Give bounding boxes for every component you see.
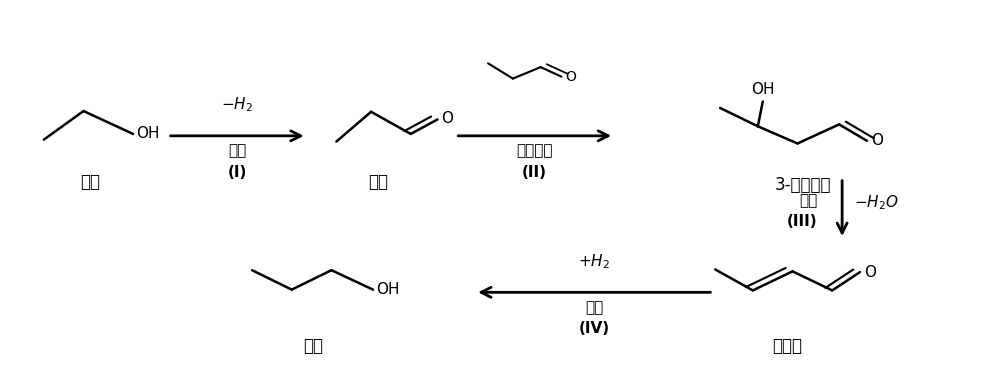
Text: $+H_2$: $+H_2$ xyxy=(578,253,610,271)
Text: $-H_2O$: $-H_2O$ xyxy=(854,193,899,212)
Text: OH: OH xyxy=(376,282,400,297)
Text: 乙醇: 乙醇 xyxy=(80,173,100,191)
Text: 3-羟基丁醛: 3-羟基丁醛 xyxy=(774,176,831,195)
Text: O: O xyxy=(864,264,876,280)
Text: $-H_2$: $-H_2$ xyxy=(221,95,253,114)
Text: 加氢: 加氢 xyxy=(585,300,603,315)
Text: 丁醇: 丁醇 xyxy=(304,337,324,355)
Text: 脱水: 脱水 xyxy=(799,193,817,208)
Text: 羟醛缩合: 羟醛缩合 xyxy=(516,144,553,159)
Text: (IV): (IV) xyxy=(579,321,610,336)
Text: OH: OH xyxy=(751,82,775,97)
Text: 巴豆醛: 巴豆醛 xyxy=(773,337,803,355)
Text: 乙醛: 乙醛 xyxy=(368,173,388,191)
Text: O: O xyxy=(871,133,883,148)
Text: OH: OH xyxy=(136,126,160,142)
Text: (II): (II) xyxy=(522,165,547,180)
Text: O: O xyxy=(441,111,453,126)
Text: O: O xyxy=(565,70,576,84)
Text: (I): (I) xyxy=(228,165,247,180)
Text: (III): (III) xyxy=(787,214,817,229)
Text: 脱氢: 脱氢 xyxy=(228,144,246,159)
